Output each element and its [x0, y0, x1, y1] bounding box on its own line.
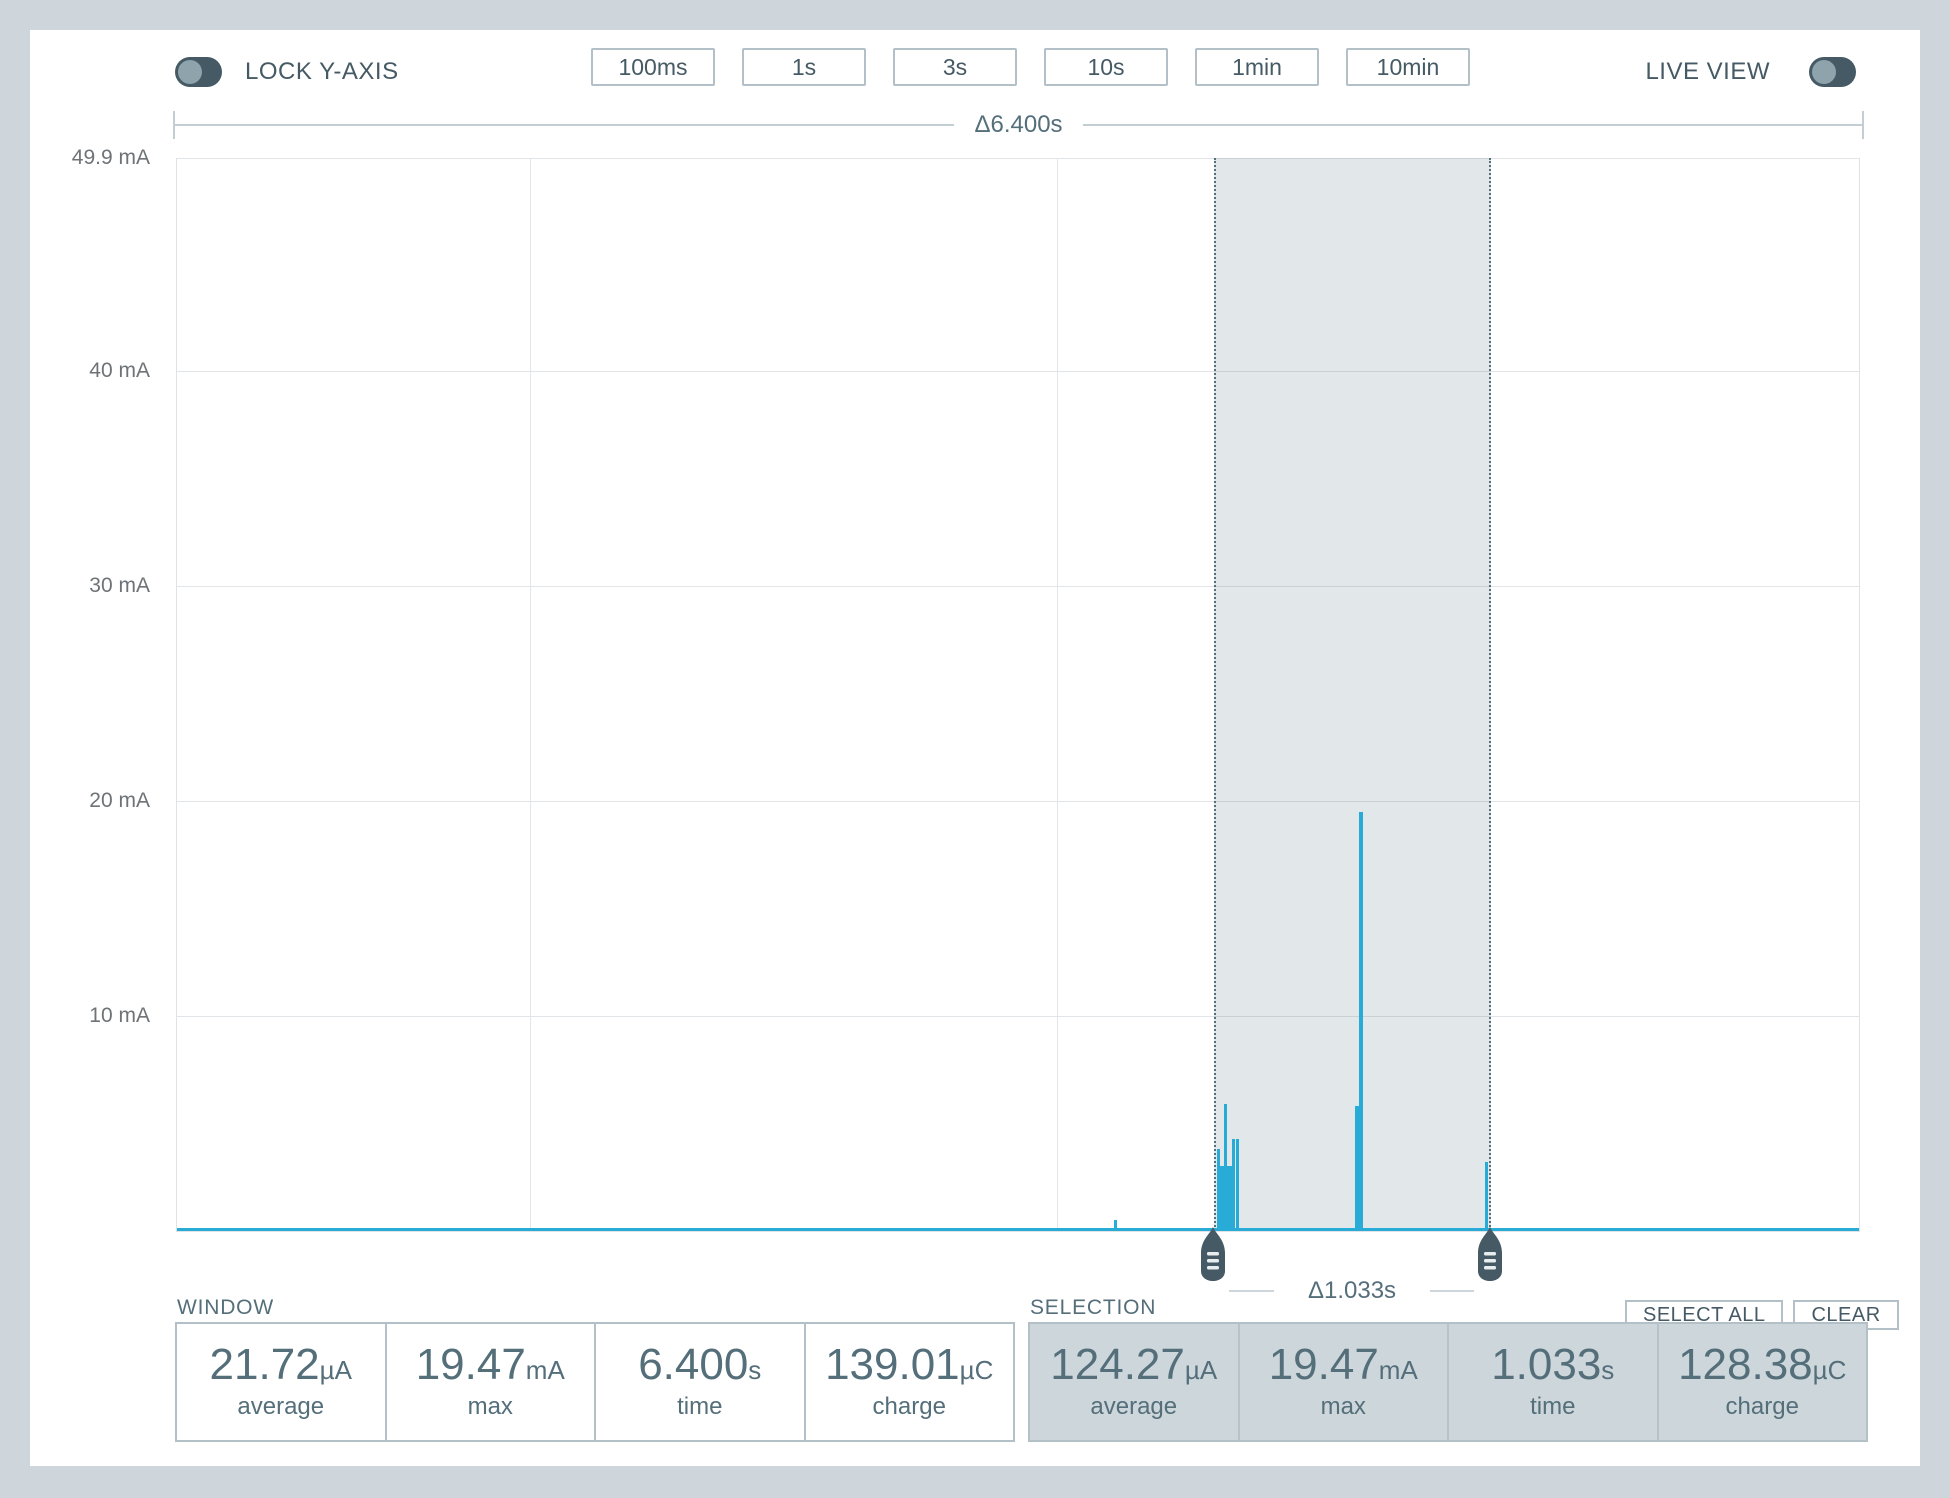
window-delta-label: Δ6.400s — [974, 111, 1063, 138]
zoom-button-10min[interactable]: 10min — [1346, 48, 1470, 86]
lock-y-axis-toggle-knob — [178, 60, 202, 84]
zoom-button-3s[interactable]: 3s — [893, 48, 1017, 86]
y-gridline — [177, 158, 1859, 159]
zoom-button-1min[interactable]: 1min — [1195, 48, 1319, 86]
selection-time-stat: 1.033s time — [1447, 1324, 1657, 1440]
window-stats-title: WINDOW — [177, 1296, 274, 1319]
zoom-button-1s[interactable]: 1s — [742, 48, 866, 86]
current-trace-spike — [1359, 812, 1363, 1231]
current-trace-spike — [1114, 1220, 1117, 1231]
zoom-button-10s[interactable]: 10s — [1044, 48, 1168, 86]
zoom-button-100ms[interactable]: 100ms — [591, 48, 715, 86]
current-trace-spike — [1355, 1106, 1362, 1231]
current-trace-baseline — [177, 1228, 1859, 1231]
selection-region[interactable] — [1214, 158, 1491, 1231]
selection-handles-row: Δ1.033s — [176, 1227, 1858, 1304]
lock-y-axis-toggle[interactable] — [175, 57, 222, 87]
selection-charge-stat: 128.38µC charge — [1656, 1324, 1867, 1440]
live-view-toggle[interactable] — [1809, 57, 1856, 87]
window-stats-box: 21.72µA average 19.47mA max 6.400s time … — [175, 1322, 1015, 1442]
window-average-stat: 21.72µA average — [209, 1340, 352, 1421]
bracket-left-tick — [173, 111, 175, 139]
y-gridline — [177, 1016, 1859, 1017]
y-axis-labels: 49.9 mA 40 mA 30 mA 20 mA 10 mA — [30, 146, 150, 1231]
selection-stats-title: SELECTION — [1030, 1296, 1157, 1319]
selection-delta-line — [1229, 1290, 1274, 1292]
y-gridline — [177, 586, 1859, 587]
selection-stats-box: 124.27µA average 19.47mA max 1.033s time… — [1028, 1322, 1868, 1442]
live-view-toggle-knob — [1812, 60, 1836, 84]
current-trace-spike — [1232, 1139, 1235, 1231]
chart-plot[interactable] — [176, 158, 1860, 1232]
window-time-stat: 6.400s time — [594, 1324, 804, 1440]
y-gridline — [177, 371, 1859, 372]
window-max-stat: 19.47mA max — [384, 1324, 595, 1440]
y-tick-label: 40 mA — [89, 359, 150, 382]
current-trace-spike — [1217, 1149, 1220, 1231]
current-trace-spike — [1485, 1162, 1488, 1231]
live-view-label: LIVE VIEW — [1645, 58, 1770, 85]
bracket-right-tick — [1862, 111, 1864, 139]
window-charge-stat: 139.01µC charge — [803, 1324, 1014, 1440]
selection-max-stat: 19.47mA max — [1237, 1324, 1448, 1440]
selection-start-handle[interactable] — [1201, 1227, 1225, 1281]
selection-end-handle[interactable] — [1478, 1227, 1502, 1281]
y-tick-label: 49.9 mA — [71, 146, 150, 169]
window-delta-bracket: Δ6.400s — [173, 108, 1864, 142]
x-gridline — [1057, 158, 1058, 1231]
app-panel: LOCK Y-AXIS 100ms 1s 3s 10s 1min 10min L… — [30, 30, 1920, 1466]
zoom-range-buttons: 100ms 1s 3s 10s 1min 10min — [591, 48, 1470, 86]
selection-delta-label: Δ1.033s — [1307, 1277, 1397, 1304]
y-gridline — [177, 801, 1859, 802]
y-tick-label: 20 mA — [89, 789, 150, 812]
y-tick-label: 10 mA — [89, 1004, 150, 1027]
selection-average-stat: 124.27µA average — [1050, 1340, 1218, 1421]
current-trace-spike — [1236, 1139, 1239, 1231]
y-tick-label: 30 mA — [89, 574, 150, 597]
x-gridline — [530, 158, 531, 1231]
selection-delta-line — [1430, 1290, 1474, 1292]
lock-y-axis-label: LOCK Y-AXIS — [245, 58, 399, 85]
current-trace-spike — [1224, 1104, 1227, 1231]
